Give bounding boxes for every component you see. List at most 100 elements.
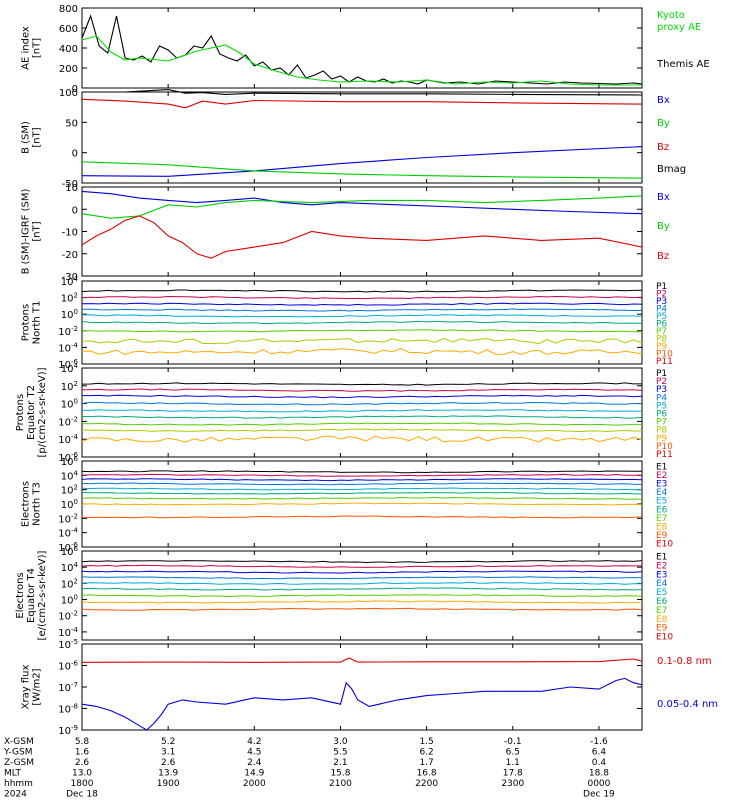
legend-p5: P5 <box>656 401 667 411</box>
x-row-value: 4.5 <box>247 748 261 758</box>
legend-e3: E3 <box>656 570 667 580</box>
y-axis-label: [p/(cm2-s-sr-keV)] <box>37 367 48 457</box>
panel-ee4: 10-4 10-2 100 102 104 106 Electrons Equator T4[… <box>15 545 673 643</box>
x-row-value: 14.9 <box>244 769 264 779</box>
x-row-value: 5.2 <box>161 737 175 747</box>
channel-line-e1 <box>81 560 643 564</box>
channel-line-e9 <box>81 515 643 519</box>
legend-entry: By <box>657 221 670 232</box>
series-line-bmag <box>82 89 643 96</box>
x-row-value: 3.0 <box>333 737 348 747</box>
panel-xray: 10-9 10-8 10-7 10-6 10-5 Xray flux [W/m2] 0.1-0… <box>21 638 719 737</box>
y-tick-label: 10-2 <box>58 610 78 623</box>
legend-entry: Bx <box>657 192 670 203</box>
x-row-label: Y-GSM <box>3 748 32 758</box>
channel-line-p3 <box>82 394 643 399</box>
y-axis-label: B (SM) <box>21 121 32 154</box>
y-tick-label: 102 <box>61 484 78 497</box>
x-row-value: 2300 <box>501 779 524 789</box>
x-row-value: 2000 <box>243 779 266 789</box>
y-tick-label: 100 <box>61 594 78 607</box>
x-row-value: 1.1 <box>506 758 520 768</box>
x-row-value: 6.4 <box>592 748 607 758</box>
channel-line-e6 <box>81 491 643 495</box>
legend-e2: E2 <box>656 561 667 571</box>
y-tick-label: 104 <box>61 469 79 482</box>
y-tick-label: 0 <box>72 149 78 160</box>
y-axis-label: Electrons <box>15 572 26 618</box>
channel-line-p2 <box>82 388 643 392</box>
y-axis-label: Electrons <box>21 481 32 527</box>
y-axis-label: [W/m2] <box>32 668 43 705</box>
series-line-bz <box>81 98 643 109</box>
legend-p11: P11 <box>656 450 673 460</box>
panel-bigrf: -30 -20 -10 0 10 B (SM)-IGRF (SM) [nT] Bx By Bz <box>21 183 670 283</box>
y-tick-label: 100 <box>59 88 78 99</box>
y-tick-label: 104 <box>61 561 79 574</box>
y-tick-label: 10-6 <box>58 660 78 673</box>
channel-line-p6 <box>81 415 643 419</box>
channel-line-p4 <box>81 308 642 312</box>
y-tick-label: -30 <box>62 272 78 283</box>
y-tick-label: 400 <box>59 44 78 55</box>
y-tick-label: -10 <box>62 228 78 239</box>
channel-line-p4 <box>81 401 643 406</box>
x-row-value: 1.7 <box>419 758 433 768</box>
legend-p4: P4 <box>656 304 667 314</box>
legend-p9: P9 <box>656 342 667 352</box>
x-row-value: 0000 <box>587 779 610 789</box>
series-line-by <box>81 195 643 219</box>
legend-e1: E1 <box>656 552 667 562</box>
panel-frame <box>81 643 643 731</box>
channel-line-e7 <box>81 594 643 598</box>
legend-entry: 0.05-0.4 nm <box>657 699 718 710</box>
x-row-label: MLT <box>4 769 22 779</box>
channel-line-p1 <box>81 289 643 293</box>
legend-e4: E4 <box>656 488 668 498</box>
x-row-label: hhmm <box>4 779 33 789</box>
y-axis-label: Protons <box>21 304 32 341</box>
y-tick-label: 800 <box>59 4 78 15</box>
y-tick-label: 10-4 <box>58 433 78 446</box>
channel-line-e2 <box>81 473 643 477</box>
channel-line-e3 <box>81 570 643 574</box>
y-axis-label: Equator T2 <box>26 385 37 440</box>
y-tick-label: 10-2 <box>58 512 78 525</box>
legend-e6: E6 <box>656 505 668 515</box>
y-tick-label: 10-2 <box>58 325 78 338</box>
y-tick-label: 102 <box>61 292 78 305</box>
x-row-value: 5.8 <box>75 737 90 747</box>
y-tick-label: 10-6 <box>58 541 78 554</box>
y-axis-label: [nT] <box>32 221 43 241</box>
legend-e3: E3 <box>656 480 667 490</box>
y-tick-label: 106 <box>61 545 79 558</box>
x-row-value: -0.1 <box>504 737 522 747</box>
series-line-by <box>81 161 643 179</box>
legend-entry: Themis AE <box>656 59 710 70</box>
legend-p2: P2 <box>656 377 667 387</box>
panel-pe2: 10-6 10-4 10-2 100 102 104 Protons Equator T2 [p… <box>15 362 673 464</box>
legend-entry: Bx <box>657 95 670 106</box>
legend-p8: P8 <box>656 335 667 345</box>
legend-entry: Bz <box>657 251 669 262</box>
y-tick-label: 100 <box>61 308 78 321</box>
legend-e1: E1 <box>656 462 667 472</box>
legend-entry: Bz <box>657 142 669 153</box>
x-row-value: 1.6 <box>75 748 90 758</box>
channel-line-e1 <box>81 470 643 474</box>
channel-line-e5 <box>81 581 643 585</box>
y-tick-label: 10-5 <box>58 638 78 651</box>
panel-frame <box>81 550 643 641</box>
legend-p3: P3 <box>656 385 667 395</box>
legend-e6: E6 <box>656 597 668 607</box>
legend-entry: Bmag <box>657 164 686 175</box>
y-tick-label: 10-4 <box>58 527 78 540</box>
y-tick-label: 10-4 <box>58 341 78 354</box>
y-axis-label: AE index <box>21 26 32 70</box>
x-row-value: 5.5 <box>333 748 347 758</box>
x-row-value: 2.6 <box>75 758 90 768</box>
x-row-value: 6.5 <box>506 748 520 758</box>
channel-line-e7 <box>81 496 643 500</box>
y-tick-label: 10-2 <box>58 415 78 428</box>
legend-p2: P2 <box>656 289 667 299</box>
